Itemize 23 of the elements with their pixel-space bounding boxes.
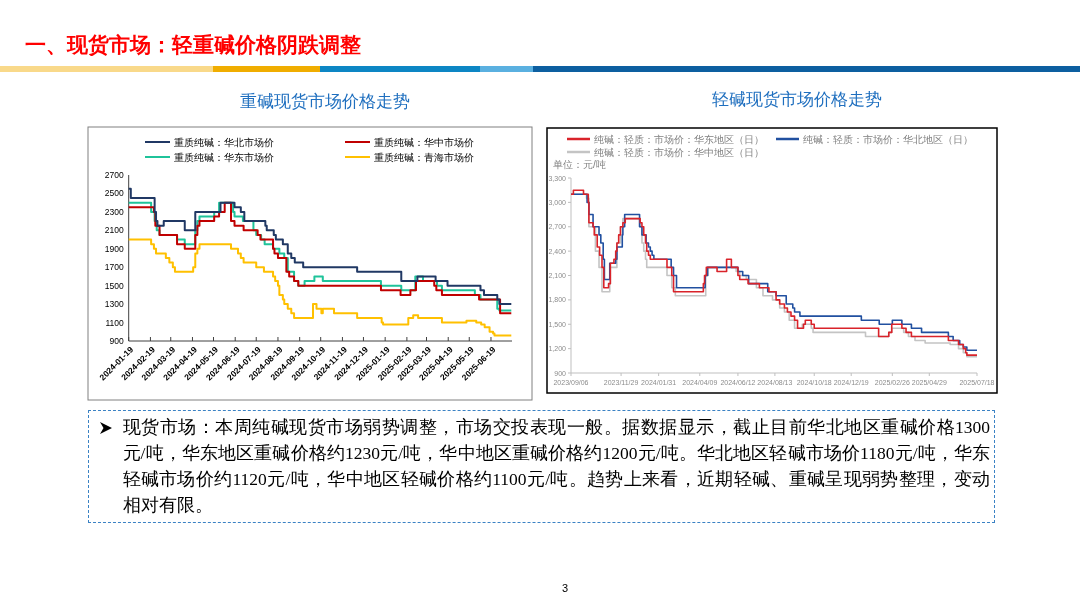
- legend-label: 重质纯碱：华东市场价: [174, 151, 274, 163]
- legend-label: 纯碱：轻质：市场价：华中地区（日）: [594, 146, 764, 158]
- legend-label: 重质纯碱：青海市场价: [374, 151, 474, 163]
- legend-label: 纯碱：轻质：市场价：华东地区（日）: [594, 133, 764, 145]
- ytick-label: 2300: [104, 206, 124, 217]
- legend-label: 纯碱：轻质：市场价：华北地区（日）: [803, 133, 973, 145]
- ytick-label: 2100: [104, 225, 124, 236]
- ytick-label: 1900: [104, 243, 124, 254]
- ytick-label: 2500: [104, 188, 124, 199]
- title: 轻碱现货市场价格走势: [712, 90, 882, 109]
- ytick-label: 1100: [105, 317, 124, 328]
- ytick-label: 900: [109, 336, 124, 346]
- page-title: 一、现货市场：轻重碱价格阴跌调整: [25, 33, 361, 56]
- ytick-label: 1500: [104, 280, 124, 291]
- legend-label: 重质纯碱：华北市场价: [174, 136, 274, 148]
- ytick-label: 1300: [104, 299, 124, 310]
- ytick-label: 2700: [104, 170, 124, 180]
- title: 重碱现货市场价格走势: [240, 92, 410, 111]
- ylabel: 单位：元/吨: [553, 158, 606, 170]
- ytick-label: 1700: [104, 262, 124, 273]
- text-card: 现货市场：本周纯碱现货市场弱势调整，市场交投表现一般。据数据显示，截止目前华北地区重碱价格1300元/吨，华东地区重碱价格约1230元/吨，华中地区重碱价格约1200元/吨。华北地区轻碱市场价1180元/吨，华东轻碱市场价约1120元/吨，华中地区轻碱价格约1100元/吨。趋势上来看，近期轻碱、重碱呈现弱势整理，变动相对有限。: [88, 410, 995, 523]
- page-number: 3: [561, 582, 569, 594]
- legend-label: 重质纯碱：华中市场价: [374, 136, 474, 148]
